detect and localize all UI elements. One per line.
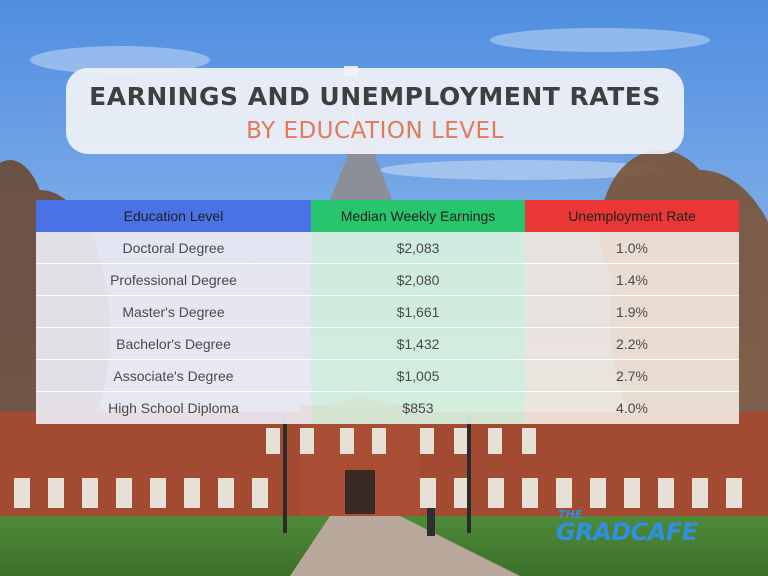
- table-row: Master's Degree $1,661 1.9%: [36, 296, 739, 328]
- header-education-level: Education Level: [36, 200, 311, 232]
- table-row: Doctoral Degree $2,083 1.0%: [36, 232, 739, 264]
- title-card: EARNINGS AND UNEMPLOYMENT RATES BY EDUCA…: [66, 68, 684, 154]
- table-row: Bachelor's Degree $1,432 2.2%: [36, 328, 739, 360]
- unemployment-cell: 1.4%: [525, 264, 739, 296]
- table-row: High School Diploma $853 4.0%: [36, 392, 739, 424]
- header-median-weekly-earnings: Median Weekly Earnings: [311, 200, 525, 232]
- earnings-cell: $1,005: [311, 360, 525, 392]
- unemployment-cell: 1.0%: [525, 232, 739, 264]
- unemployment-cell: 1.9%: [525, 296, 739, 328]
- unemployment-cell: 4.0%: [525, 392, 739, 424]
- education-level-cell: Associate's Degree: [36, 360, 311, 392]
- unemployment-cell: 2.2%: [525, 328, 739, 360]
- earnings-table: Education Level Median Weekly Earnings U…: [36, 200, 739, 424]
- education-level-cell: Bachelor's Degree: [36, 328, 311, 360]
- table-row: Professional Degree $2,080 1.4%: [36, 264, 739, 296]
- page-subtitle: BY EDUCATION LEVEL: [246, 118, 504, 144]
- education-level-cell: Master's Degree: [36, 296, 311, 328]
- earnings-cell: $2,083: [311, 232, 525, 264]
- earnings-cell: $2,080: [311, 264, 525, 296]
- earnings-cell: $1,661: [311, 296, 525, 328]
- table-row: Associate's Degree $1,005 2.7%: [36, 360, 739, 392]
- education-level-cell: Professional Degree: [36, 264, 311, 296]
- earnings-cell: $853: [311, 392, 525, 424]
- logo-the-text: THE: [558, 508, 583, 521]
- page-title: EARNINGS AND UNEMPLOYMENT RATES: [89, 82, 661, 111]
- logo-name-text: GRADCAFE: [556, 518, 698, 546]
- unemployment-cell: 2.7%: [525, 360, 739, 392]
- education-level-cell: High School Diploma: [36, 392, 311, 424]
- table-header-row: Education Level Median Weekly Earnings U…: [36, 200, 739, 232]
- earnings-cell: $1,432: [311, 328, 525, 360]
- header-unemployment-rate: Unemployment Rate: [525, 200, 739, 232]
- education-level-cell: Doctoral Degree: [36, 232, 311, 264]
- gradcafe-logo: THE GRADCAFE: [556, 508, 726, 552]
